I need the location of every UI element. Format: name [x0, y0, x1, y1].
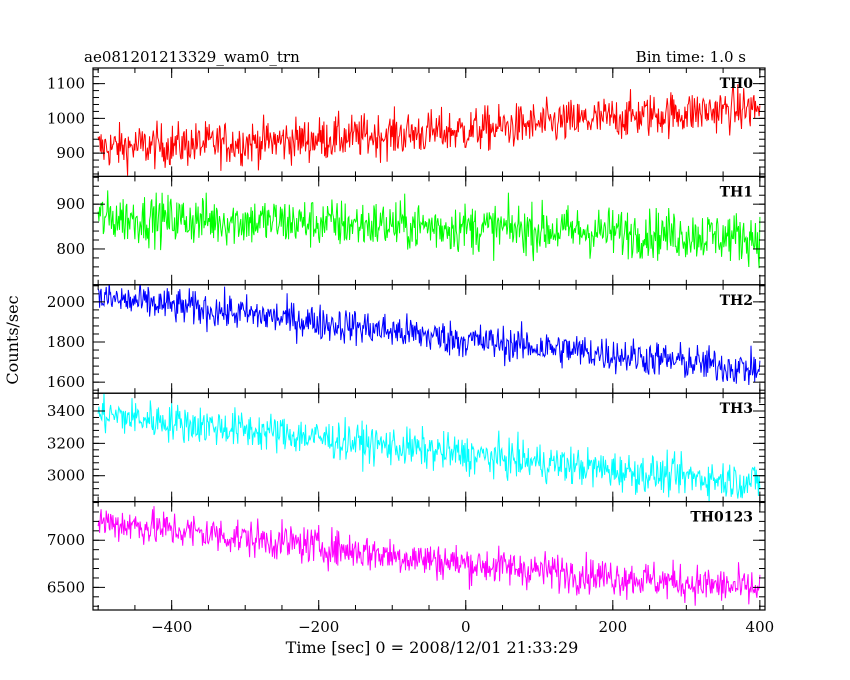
x-tick-label: −400: [151, 618, 192, 636]
panel-th0123: 6500 7000 TH0123: [47, 501, 766, 611]
x-tick-label: 400: [746, 618, 775, 636]
x-tick-label: 0: [461, 618, 471, 636]
x-axis-label: Time [sec] 0 = 2008/12/01 21:33:29: [286, 638, 579, 657]
panel-stack: 900 1000 1100 TH0 800 900 TH1 1600 1800 2000 TH2 30…: [47, 67, 766, 611]
y-axis-label: Counts/sec: [3, 295, 22, 384]
panel-label-th0: TH0: [720, 76, 754, 92]
panel-th1: 800 900 TH1: [56, 175, 766, 286]
panel-label-th2: TH2: [720, 293, 753, 309]
y-tick-label: 2000: [47, 293, 85, 311]
y-tick-label: 6500: [47, 578, 85, 596]
y-tick-label: 900: [56, 144, 85, 162]
panel-label-th3: TH3: [720, 401, 753, 417]
y-tick-label: 7000: [47, 531, 85, 549]
panel-th3: 3000 3200 3400 TH3: [47, 392, 766, 503]
y-tick-label: 3000: [47, 467, 85, 485]
y-tick-label: 1100: [47, 75, 85, 93]
series-line-th1: [97, 190, 761, 269]
bin-time-label: Bin time: 1.0 s: [636, 48, 746, 66]
y-tick-label: 800: [56, 240, 85, 258]
series-line-th0123: [97, 506, 761, 606]
panel-th2: 1600 1800 2000 TH2: [47, 284, 766, 394]
panel-label-th0123: TH0123: [690, 510, 753, 526]
y-tick-label: 1800: [47, 333, 85, 351]
chart-title: ae081201213329_wam0_trn: [84, 48, 300, 66]
x-tick-label: −200: [298, 618, 339, 636]
series-line-th0: [97, 84, 761, 176]
y-tick-label: 3400: [47, 402, 85, 420]
y-tick-label: 1000: [47, 109, 85, 127]
x-tick-label: 200: [598, 618, 627, 636]
series-line-th2: [97, 284, 761, 386]
series-line-th3: [97, 393, 761, 502]
y-tick-label: 900: [56, 195, 85, 213]
x-axis: −400 −200 0 200 400: [151, 618, 774, 636]
y-tick-label: 3200: [47, 434, 85, 452]
panel-th0: 900 1000 1100 TH0: [47, 67, 766, 178]
y-tick-label: 1600: [47, 373, 85, 391]
panel-label-th1: TH1: [720, 184, 753, 200]
